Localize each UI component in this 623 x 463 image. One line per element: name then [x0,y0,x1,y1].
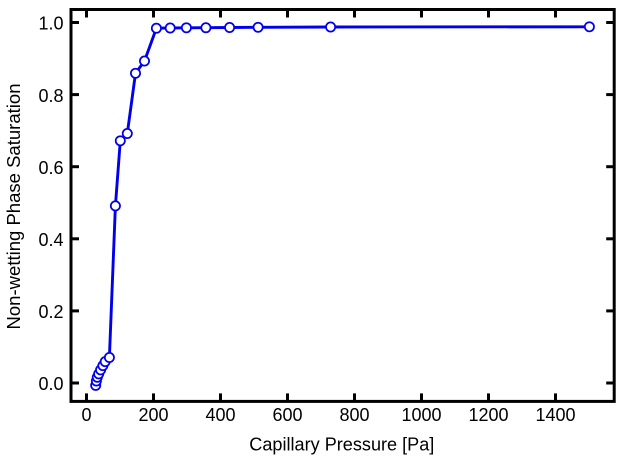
svg-text:800: 800 [339,405,369,425]
svg-text:Capillary Pressure [Pa]: Capillary Pressure [Pa] [249,435,434,455]
svg-text:600: 600 [272,405,302,425]
svg-text:0.4: 0.4 [38,230,63,250]
svg-text:0.6: 0.6 [38,158,63,178]
svg-text:1200: 1200 [468,405,508,425]
svg-text:1.0: 1.0 [38,14,63,34]
svg-text:0: 0 [81,405,91,425]
svg-text:Non-wetting Phase Saturation: Non-wetting Phase Saturation [3,84,24,330]
svg-text:200: 200 [138,405,168,425]
svg-text:1000: 1000 [401,405,441,425]
svg-text:400: 400 [205,405,235,425]
svg-text:0.8: 0.8 [38,86,63,106]
svg-text:0.0: 0.0 [38,374,63,394]
svg-text:1400: 1400 [535,405,575,425]
svg-text:0.2: 0.2 [38,302,63,322]
